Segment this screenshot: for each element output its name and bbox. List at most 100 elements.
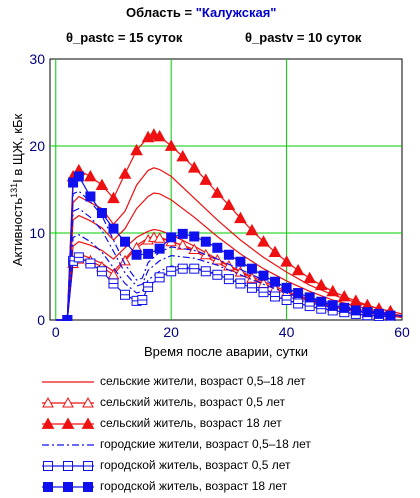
data-point (303, 271, 317, 284)
data-point (95, 178, 109, 191)
data-point (154, 243, 165, 254)
data-point (153, 232, 166, 243)
x-axis-label: Время после аварии, сутки (144, 344, 308, 359)
legend-symbol (42, 482, 94, 492)
data-point (107, 191, 120, 204)
data-point (187, 161, 201, 173)
data-point (210, 186, 224, 198)
data-point (164, 139, 178, 151)
data-point (222, 198, 236, 211)
data-point (177, 228, 188, 239)
series-10 (55, 171, 396, 321)
x-tick-label: 20 (163, 324, 179, 340)
y-axis-label-sup: 131 (9, 183, 19, 198)
data-point (189, 231, 200, 242)
series-line (55, 207, 402, 321)
data-point (316, 296, 327, 307)
data-point (166, 232, 177, 243)
data-point (349, 294, 363, 306)
tick-labels: 0 20 40 60 0 10 20 30 (29, 51, 410, 340)
data-point (223, 249, 234, 260)
data-point (108, 223, 119, 234)
pastv-value: 10 (308, 30, 323, 45)
data-point (143, 248, 154, 259)
data-point (96, 207, 107, 218)
legend-symbol (42, 381, 94, 383)
data-point (153, 129, 166, 142)
data-point (258, 270, 269, 281)
data-point (131, 249, 142, 260)
x-tick-label: 0 (52, 324, 60, 340)
pastv-param: θ_pastv = 10 суток (245, 30, 361, 45)
legend-marker (43, 482, 53, 492)
legend-symbol (42, 461, 94, 471)
y-tick-label: 0 (37, 312, 45, 328)
data-point (362, 307, 373, 318)
data-point (291, 263, 305, 276)
legend-label: городской житель, возраст 0,5 лет (100, 458, 291, 472)
pastv-unit: суток (322, 30, 362, 45)
legend-item: сельский житель, возраст 0,5 лет (40, 393, 410, 414)
legend-item: городской житель, возраст 18 лет (40, 477, 410, 498)
legend-marker (62, 396, 74, 408)
data-point (350, 305, 361, 316)
legend-item: сельские жители, возраст 0,5–18 лет (40, 372, 410, 393)
data-point (73, 171, 84, 182)
data-point (326, 284, 340, 297)
data-point (281, 282, 292, 293)
legend-marker (81, 417, 95, 429)
data-point (199, 173, 213, 185)
data-point (373, 308, 384, 319)
series-1 (55, 192, 402, 321)
pastc-param: θ_pastc = 15 суток (66, 30, 182, 45)
legend-marker (63, 482, 73, 492)
data-point (245, 223, 259, 236)
y-axis-label-post: I в ЩЖ, кБк (10, 114, 25, 183)
legend-item: городской житель, возраст 0,5 лет (40, 456, 410, 477)
x-tick-label: 60 (394, 324, 410, 340)
y-tick-label: 10 (29, 225, 45, 241)
data-point (293, 288, 304, 299)
data-point (234, 266, 247, 277)
series-7 (55, 207, 402, 321)
data-point (337, 289, 351, 302)
data-point (268, 245, 282, 258)
region-title: Область = "Калужская" (126, 5, 276, 20)
legend-label: городские жители, возраст 0,5–18 лет (100, 437, 311, 451)
y-axis-label-pre: Активность (10, 198, 25, 266)
pastc-unit: суток (143, 30, 183, 45)
pastc-label: θ_pastc = (66, 30, 130, 45)
data-point (212, 242, 223, 253)
legend-label: сельский житель, возраст 18 лет (100, 416, 282, 430)
data-point (188, 243, 201, 255)
pastc-value: 15 (129, 30, 144, 45)
data-point (68, 177, 79, 188)
legend-symbol (42, 396, 94, 408)
pastv-label: θ_pastv = (245, 30, 309, 45)
data-point (84, 169, 97, 182)
region-label: Область = (126, 5, 196, 20)
legend-marker (83, 482, 93, 492)
data-point (176, 239, 189, 250)
legend: сельские жители, возраст 0,5–18 лет сельс… (40, 372, 410, 498)
data-point (339, 302, 350, 313)
y-tick-label: 20 (29, 138, 45, 154)
data-point (234, 211, 247, 224)
data-point (257, 235, 270, 247)
y-axis-label: Активность131I в ЩЖ, кБк (9, 114, 25, 267)
data-point (200, 236, 211, 247)
legend-marker (82, 396, 94, 408)
legend-item: городские жители, возраст 0,5–18 лет (40, 435, 410, 456)
data-point (235, 256, 246, 267)
series-group (55, 128, 402, 321)
legend-marker (41, 417, 55, 429)
legend-marker (61, 417, 75, 429)
data-point (246, 263, 257, 274)
legend-label: сельский житель, возраст 0,5 лет (100, 395, 286, 409)
data-point (130, 143, 143, 156)
data-point (314, 278, 328, 291)
data-point (270, 276, 281, 287)
data-point (280, 255, 293, 267)
data-point (120, 236, 131, 247)
activity-chart: 0 20 40 60 0 10 20 30 Время после аварии, сутки… (9, 51, 410, 359)
